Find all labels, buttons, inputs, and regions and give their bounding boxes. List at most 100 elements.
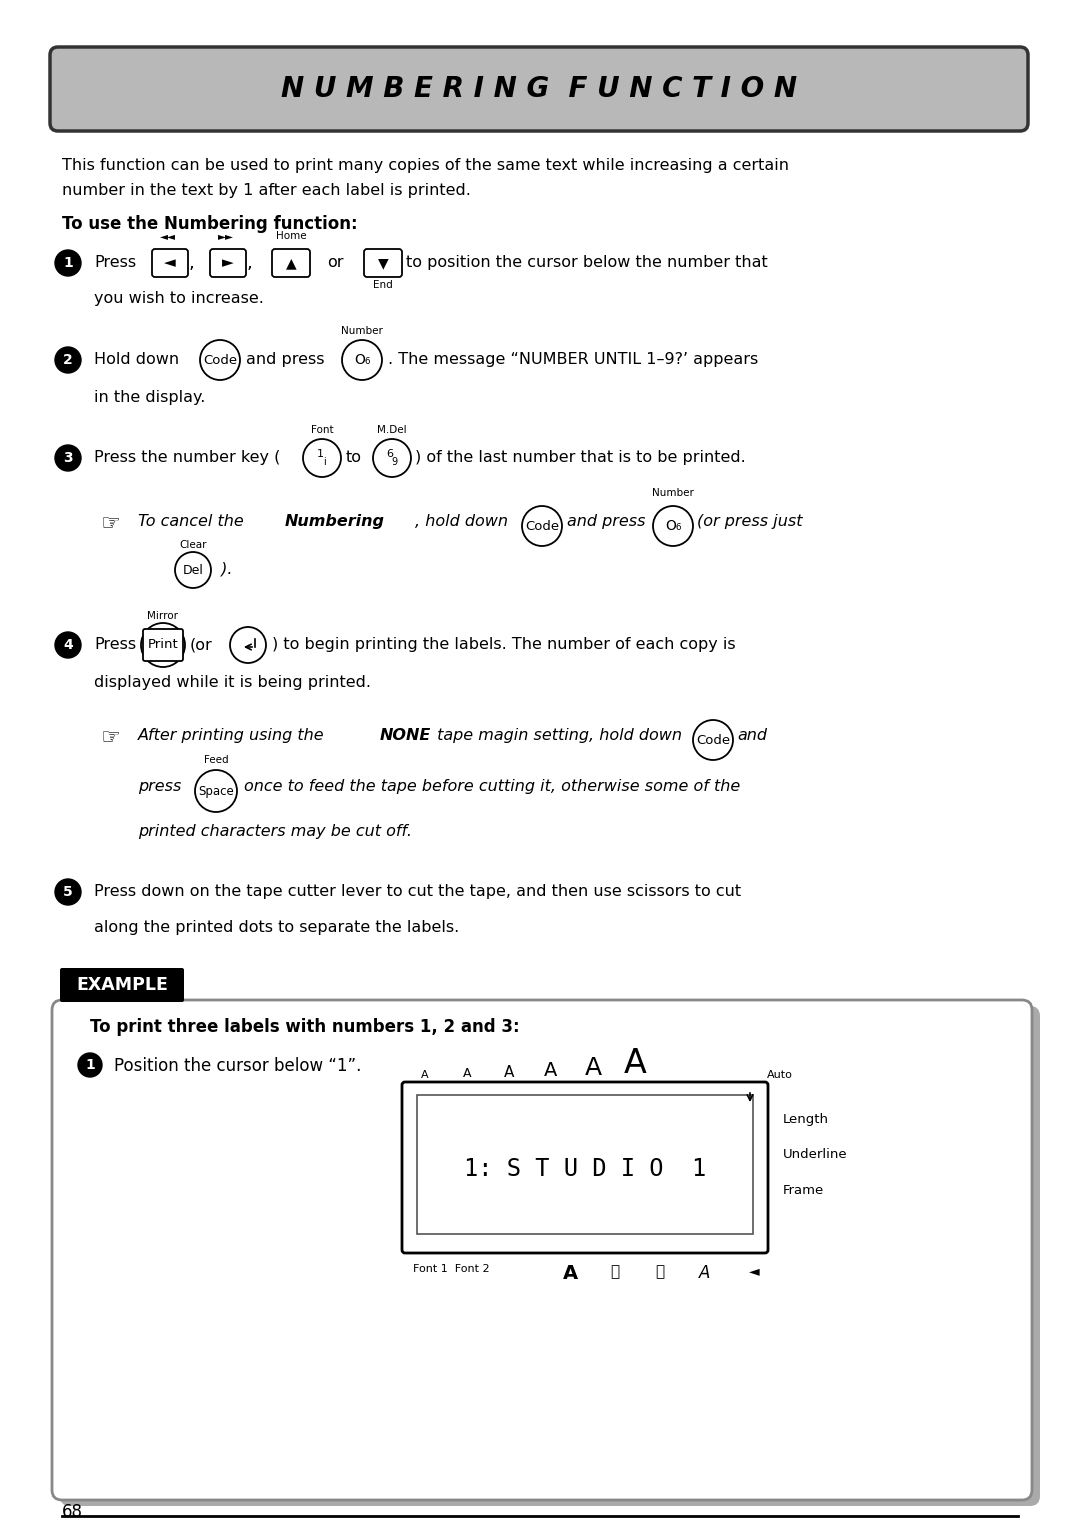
Text: 9: 9 [391, 457, 397, 466]
Text: ◄: ◄ [164, 256, 176, 270]
Circle shape [55, 445, 81, 471]
Text: ▼: ▼ [378, 256, 389, 270]
Text: NONE: NONE [380, 729, 431, 742]
Text: once to feed the tape before cutting it, otherwise some of the: once to feed the tape before cutting it,… [244, 779, 740, 795]
Text: Frame: Frame [783, 1184, 824, 1197]
FancyBboxPatch shape [272, 249, 310, 278]
Text: or: or [327, 255, 343, 270]
Text: ▲: ▲ [286, 256, 296, 270]
Text: Position the cursor below “1”.: Position the cursor below “1”. [114, 1057, 362, 1075]
Text: To use the Numbering function:: To use the Numbering function: [62, 215, 357, 233]
Text: M.Del: M.Del [377, 425, 407, 436]
Text: A: A [623, 1048, 647, 1080]
Circle shape [55, 347, 81, 373]
Text: ☞: ☞ [100, 729, 120, 749]
Text: Mirror: Mirror [148, 611, 178, 621]
Text: Number: Number [341, 327, 383, 336]
Text: along the printed dots to separate the labels.: along the printed dots to separate the l… [94, 920, 459, 936]
Text: 1: 1 [63, 256, 72, 270]
Text: EXAMPLE: EXAMPLE [76, 976, 167, 994]
Text: O₆: O₆ [665, 518, 681, 532]
Circle shape [55, 250, 81, 276]
Text: ,: , [189, 255, 194, 272]
Text: ).: ). [216, 561, 232, 577]
Text: Code: Code [696, 733, 730, 747]
Text: Code: Code [203, 353, 238, 367]
Text: to: to [346, 449, 362, 465]
FancyBboxPatch shape [152, 249, 188, 278]
Text: ) to begin printing the labels. The number of each copy is: ) to begin printing the labels. The numb… [272, 637, 735, 652]
Text: O₆: O₆ [354, 353, 370, 367]
Text: (or press just: (or press just [697, 514, 802, 529]
Text: displayed while it is being printed.: displayed while it is being printed. [94, 675, 372, 690]
Circle shape [55, 632, 81, 658]
Text: 3: 3 [64, 451, 72, 465]
Text: ►: ► [222, 256, 234, 270]
Text: Ⓐ: Ⓐ [656, 1264, 664, 1279]
FancyBboxPatch shape [210, 249, 246, 278]
Text: ,: , [247, 255, 253, 272]
Text: 68: 68 [62, 1503, 83, 1522]
Text: 2: 2 [63, 353, 72, 367]
Text: Font 1  Font 2: Font 1 Font 2 [413, 1264, 489, 1275]
Text: A: A [563, 1264, 578, 1282]
Text: To cancel the: To cancel the [138, 514, 248, 529]
Text: ►►: ►► [218, 232, 234, 241]
Text: Hold down: Hold down [94, 351, 179, 367]
Text: Space: Space [198, 784, 234, 798]
Text: A: A [421, 1071, 429, 1080]
Text: press: press [138, 779, 181, 795]
Text: 5: 5 [63, 885, 72, 899]
Bar [417, 1095, 753, 1233]
Text: ☞: ☞ [100, 514, 120, 534]
FancyBboxPatch shape [402, 1081, 768, 1253]
FancyBboxPatch shape [52, 1000, 1032, 1500]
Text: After printing using the: After printing using the [138, 729, 329, 742]
Text: and press: and press [567, 514, 646, 529]
Text: A: A [584, 1055, 602, 1080]
Text: printed characters may be cut off.: printed characters may be cut off. [138, 824, 411, 839]
Text: Underline: Underline [783, 1149, 848, 1161]
Text: A: A [544, 1062, 557, 1080]
Text: . The message “NUMBER UNTIL 1–9?’ appears: . The message “NUMBER UNTIL 1–9?’ appear… [388, 351, 758, 367]
Text: ◄: ◄ [750, 1264, 760, 1278]
Text: Ⓐ: Ⓐ [610, 1264, 620, 1279]
Text: This function can be used to print many copies of the same text while increasing: This function can be used to print many … [62, 158, 789, 173]
Text: A: A [462, 1068, 471, 1080]
Text: and press: and press [246, 351, 324, 367]
Text: ◄◄: ◄◄ [160, 232, 176, 241]
Text: Press the number key (: Press the number key ( [94, 449, 281, 465]
FancyBboxPatch shape [143, 629, 183, 661]
Text: in the display.: in the display. [94, 390, 205, 405]
Circle shape [55, 879, 81, 905]
Text: End: End [373, 281, 393, 290]
Text: ) of the last number that is to be printed.: ) of the last number that is to be print… [415, 449, 746, 465]
FancyBboxPatch shape [60, 968, 184, 1002]
Text: Clear: Clear [179, 540, 206, 551]
Text: Press: Press [94, 637, 136, 652]
Text: 4: 4 [63, 638, 72, 652]
Text: Numbering: Numbering [285, 514, 384, 529]
Text: Code: Code [525, 520, 559, 532]
Text: A: A [700, 1264, 711, 1282]
Text: you wish to increase.: you wish to increase. [94, 291, 264, 305]
Text: tape magin setting, hold down: tape magin setting, hold down [432, 729, 681, 742]
Text: Length: Length [783, 1114, 829, 1126]
Text: 6: 6 [387, 449, 393, 459]
Text: A: A [503, 1065, 514, 1080]
FancyBboxPatch shape [60, 1006, 1040, 1506]
Text: Press down on the tape cutter lever to cut the tape, and then use scissors to cu: Press down on the tape cutter lever to c… [94, 884, 741, 899]
Text: to position the cursor below the number that: to position the cursor below the number … [406, 255, 768, 270]
Text: Number: Number [652, 488, 694, 499]
Text: (or: (or [190, 637, 213, 652]
Text: Del: Del [183, 563, 203, 577]
Text: Font: Font [311, 425, 334, 436]
Text: i: i [323, 457, 325, 466]
Text: To print three labels with numbers 1, 2 and 3:: To print three labels with numbers 1, 2 … [90, 1019, 519, 1035]
Text: Auto: Auto [767, 1071, 793, 1080]
Text: 1: S T U D I O  1: 1: S T U D I O 1 [464, 1158, 706, 1181]
Text: N U M B E R I N G  F U N C T I O N: N U M B E R I N G F U N C T I O N [281, 75, 797, 103]
Text: 1: 1 [316, 449, 324, 459]
FancyBboxPatch shape [364, 249, 402, 278]
Text: Home: Home [275, 232, 307, 241]
